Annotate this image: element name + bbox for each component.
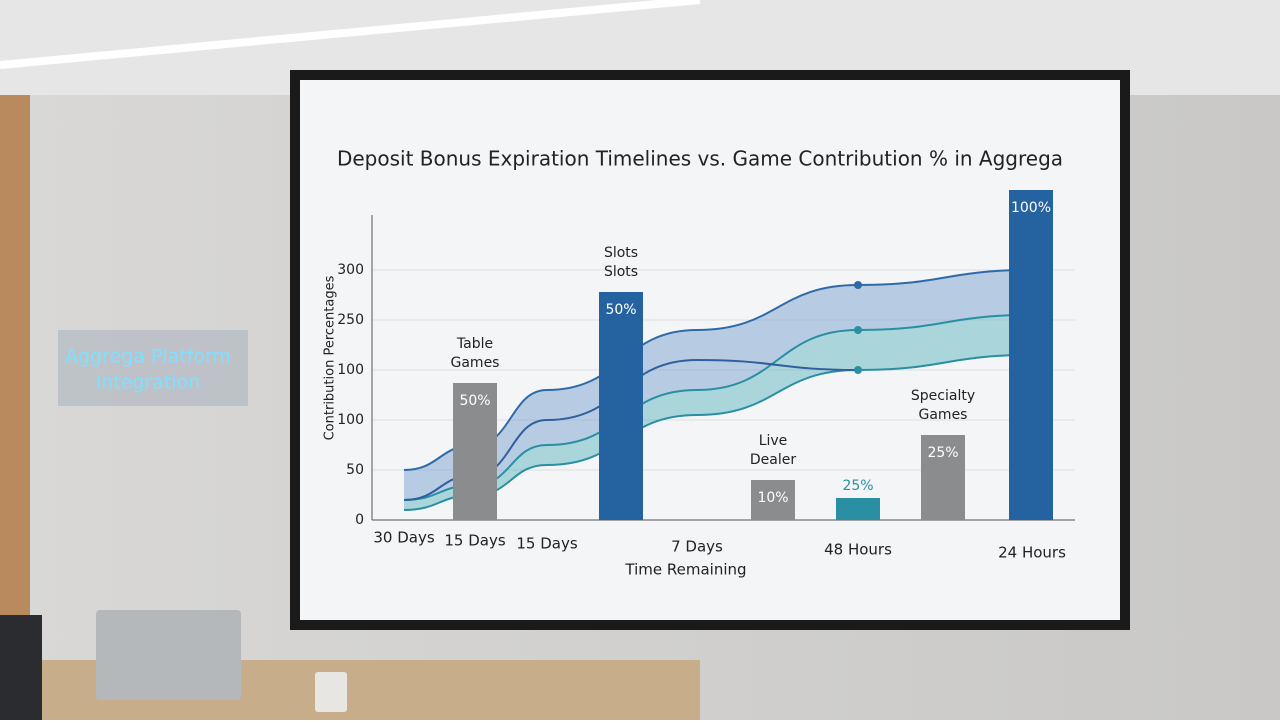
y-tick-label: 100 — [337, 362, 364, 378]
bar-name: Slots Slots — [604, 245, 638, 280]
point — [854, 326, 862, 334]
bar-label: 25% — [842, 478, 873, 494]
bar-label: 25% — [927, 445, 958, 461]
bar-label: 100% — [1011, 200, 1051, 216]
x-tick-label: 48 Hours — [824, 541, 892, 559]
sign-panel — [58, 330, 248, 406]
chart-title: Deposit Bonus Expiration Timelines vs. G… — [337, 147, 1063, 171]
sign-text: Aggrega Platform — [65, 346, 231, 368]
y-axis-label: Contribution Percentages — [323, 275, 338, 440]
bar-label: 50% — [605, 302, 636, 318]
x-tick-label: 7 Days — [671, 538, 723, 556]
mug — [315, 672, 347, 712]
x-tick-label: 15 Days — [516, 535, 577, 553]
bar — [751, 480, 795, 520]
x-axis-label: Time Remaining — [624, 561, 746, 579]
x-tick-label: 15 Days — [444, 532, 505, 550]
x-tick-label: 24 Hours — [998, 544, 1066, 562]
y-tick-label: 250 — [337, 312, 364, 328]
y-tick-label: 300 — [337, 262, 364, 278]
laptop — [96, 610, 241, 700]
wood-panel — [0, 95, 30, 655]
y-tick-label: 100 — [337, 412, 364, 428]
band — [404, 315, 1032, 510]
bar-label: 50% — [459, 393, 490, 409]
screen — [300, 80, 1120, 620]
bar-label: 10% — [757, 490, 788, 506]
bar — [453, 383, 497, 520]
bar — [921, 435, 965, 520]
point — [854, 281, 862, 289]
bar — [836, 498, 880, 520]
x-tick-label: 30 Days — [373, 529, 434, 547]
bar-name: Live Dealer — [750, 433, 796, 468]
chair — [0, 615, 42, 720]
bar — [1009, 190, 1053, 520]
y-tick-label: 0 — [355, 512, 364, 528]
sign-text: Integration — [96, 372, 201, 394]
bar-name: Specialty Games — [911, 388, 975, 423]
band — [404, 270, 1032, 500]
bar-name: Table Games — [451, 336, 500, 371]
ceiling-light — [0, 0, 701, 69]
y-tick-label: 50 — [346, 462, 364, 478]
point — [854, 366, 862, 374]
bar — [599, 292, 643, 520]
